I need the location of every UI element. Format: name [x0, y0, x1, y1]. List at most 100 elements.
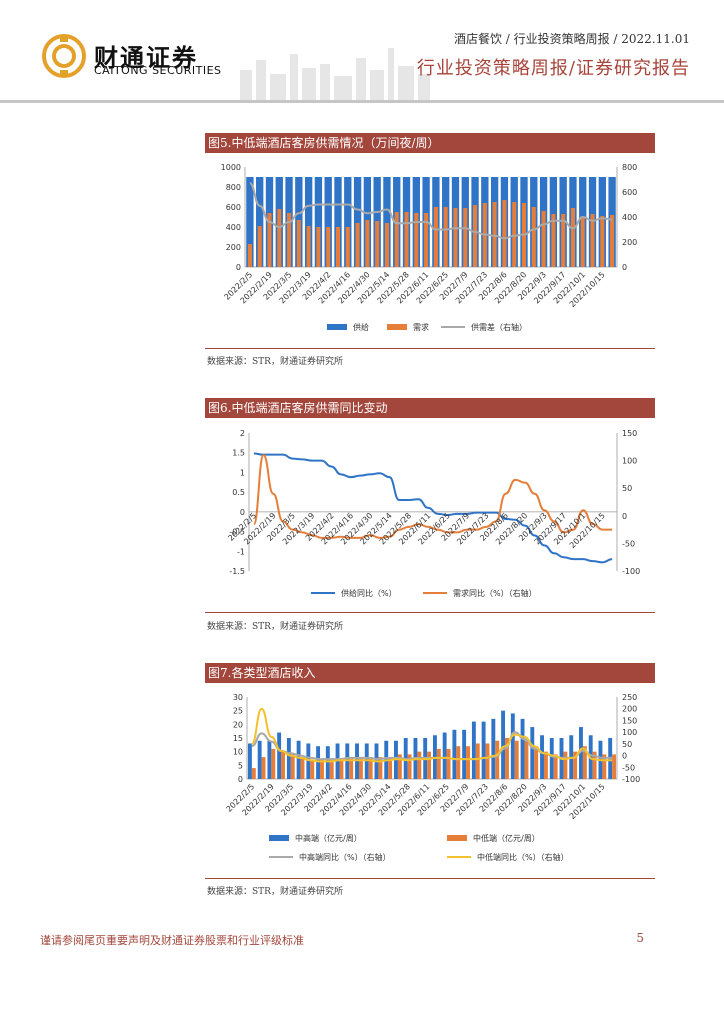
y-tick-label: 15: [233, 734, 243, 743]
legend-swatch: [269, 835, 289, 841]
chart-yoy-change: -1.5-1-0.500.511.52-100-500501001502022/…: [226, 429, 640, 598]
series-line: [249, 182, 613, 240]
y-tick-label: 5: [238, 761, 243, 770]
y-tick-label: -1: [237, 547, 245, 556]
figure-title: 图5.中低端酒店客房供需情况（万间夜/周）: [205, 133, 655, 153]
y-tick-label: 1: [240, 468, 245, 477]
y-tick-label: 20: [233, 720, 243, 729]
bar: [543, 751, 548, 779]
y-tick-label: 0.5: [232, 488, 245, 497]
bar: [453, 208, 458, 267]
bar: [570, 208, 575, 267]
series-line: [253, 452, 613, 564]
bar: [541, 211, 546, 267]
bar: [563, 751, 568, 779]
y2-tick-label: -100: [622, 567, 640, 576]
bar: [505, 738, 509, 779]
bar: [306, 226, 311, 267]
bar: [378, 757, 383, 779]
bar: [579, 727, 583, 779]
bar: [384, 223, 389, 267]
y2-tick-label: 0: [622, 752, 627, 761]
series-line: [252, 454, 613, 539]
bar: [287, 213, 292, 267]
header-meta: 酒店餐饮 / 行业投资策略周报 / 2022.11.01: [453, 32, 690, 46]
bar: [296, 220, 301, 267]
bar: [610, 215, 615, 267]
y2-tick-label: 0: [622, 263, 627, 272]
legend-swatch: [387, 324, 407, 330]
bar: [324, 177, 332, 267]
bar: [590, 214, 595, 267]
bar: [592, 751, 597, 779]
bar: [580, 217, 585, 267]
y2-tick-label: 150: [622, 716, 637, 725]
bar: [436, 748, 441, 779]
skyline-decoration: [240, 48, 430, 100]
y2-tick-label: -50: [622, 539, 635, 548]
bar: [573, 751, 578, 779]
bar: [514, 740, 519, 779]
legend-label: 供给: [353, 322, 369, 332]
bar: [368, 757, 373, 779]
bar: [534, 746, 539, 779]
bar: [443, 207, 448, 267]
bar: [320, 759, 324, 779]
bar: [481, 721, 486, 779]
bar: [491, 718, 496, 779]
legend-label: 需求: [413, 322, 429, 332]
bar: [485, 743, 490, 779]
legend-label: 中低端同比（%）（右轴）: [477, 852, 569, 862]
bar: [531, 207, 536, 267]
bar: [306, 743, 311, 779]
bar: [277, 732, 282, 779]
bar: [540, 735, 544, 779]
bar: [520, 718, 525, 779]
bar: [424, 213, 429, 267]
bar: [442, 732, 447, 779]
legend-label: 中高端（亿元/周）: [295, 833, 362, 843]
legend-label: 中低端（亿元/周）: [473, 833, 540, 843]
bar: [530, 727, 535, 779]
figure-title: 图7.各类型酒店收入: [205, 663, 655, 683]
bar: [417, 751, 422, 779]
y2-tick-label: 100: [622, 457, 637, 466]
bar: [267, 213, 272, 267]
chart-supply-demand: 0200400600800100002004006008002022/2/520…: [221, 163, 638, 332]
y2-tick-label: -50: [622, 763, 635, 772]
legend-swatch: [327, 324, 347, 330]
y2-tick-label: 200: [622, 238, 637, 247]
y-tick-label: 0: [238, 775, 243, 784]
legend-swatch: [447, 835, 467, 841]
bar: [349, 757, 354, 779]
bar: [300, 757, 305, 779]
bar: [344, 177, 352, 267]
logo-icon: [42, 34, 86, 78]
y2-tick-label: -100: [622, 775, 640, 784]
bar: [345, 227, 350, 267]
logo-text-cn: 财通证券: [94, 44, 198, 72]
bar: [475, 743, 480, 779]
bar: [326, 227, 331, 267]
bar: [286, 738, 291, 779]
legend-label: 供给同比（%）: [341, 588, 397, 598]
bar: [304, 177, 313, 267]
bar: [334, 177, 342, 267]
bar: [452, 729, 457, 779]
source-divider: [205, 878, 655, 879]
y-tick-label: 0: [236, 263, 241, 272]
bar: [512, 202, 517, 267]
bar: [383, 177, 391, 267]
y-tick-label: 1.5: [232, 449, 245, 458]
bar: [600, 216, 605, 267]
y2-tick-label: 200: [622, 705, 637, 714]
bar: [394, 212, 399, 267]
bar: [612, 754, 617, 779]
bar: [433, 207, 438, 267]
y2-tick-label: 50: [622, 740, 632, 749]
bar: [316, 227, 321, 267]
y2-tick-label: 100: [622, 728, 637, 737]
bar: [271, 748, 276, 779]
y2-tick-label: 800: [622, 163, 637, 172]
report-title: 行业投资策略周报/证券研究报告: [416, 58, 690, 79]
